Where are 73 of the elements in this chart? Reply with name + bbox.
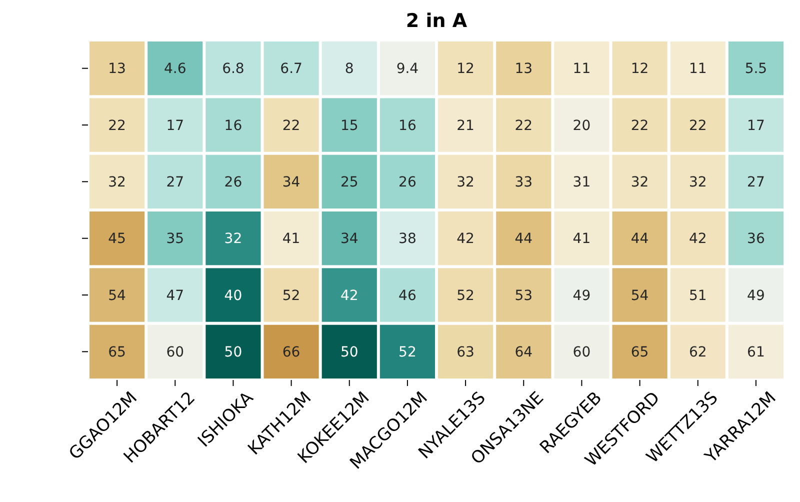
data-label: 4.6 bbox=[164, 61, 186, 78]
data-label: 63 bbox=[456, 344, 474, 361]
data-label: 6.8 bbox=[222, 61, 244, 78]
data-label: 36 bbox=[747, 231, 765, 248]
data-label: 32 bbox=[108, 174, 126, 191]
data-label: 11 bbox=[572, 61, 591, 78]
data-label: 15 bbox=[340, 118, 358, 134]
data-label: 22 bbox=[688, 118, 707, 134]
data-label: 26 bbox=[398, 174, 416, 191]
data-label: 42 bbox=[340, 288, 358, 304]
data-label: 54 bbox=[630, 288, 649, 304]
data-label: 38 bbox=[398, 231, 416, 248]
data-label: 42 bbox=[456, 231, 474, 248]
data-label: 34 bbox=[340, 231, 358, 248]
data-label: 9.4 bbox=[396, 61, 419, 78]
data-label: 32 bbox=[688, 174, 707, 191]
data-label: 52 bbox=[398, 344, 416, 361]
data-label: 44 bbox=[514, 231, 533, 248]
data-label: 17 bbox=[166, 118, 184, 134]
data-label: 52 bbox=[282, 288, 300, 304]
chart-title: 2 in A bbox=[406, 10, 468, 32]
data-label: 8 bbox=[344, 61, 354, 78]
data-label: 41 bbox=[282, 231, 300, 248]
data-label: 11 bbox=[688, 61, 707, 78]
data-label: 64 bbox=[514, 344, 533, 361]
data-label: 26 bbox=[224, 174, 242, 191]
data-label: 27 bbox=[747, 174, 765, 191]
data-label: 50 bbox=[224, 344, 242, 361]
data-label: 49 bbox=[572, 288, 591, 304]
data-label: 5.5 bbox=[744, 61, 768, 78]
data-label: 20 bbox=[572, 118, 591, 134]
data-label: 42 bbox=[688, 231, 707, 248]
data-label: 32 bbox=[224, 231, 242, 248]
data-label: 32 bbox=[456, 174, 474, 191]
data-label: 53 bbox=[514, 288, 533, 304]
data-label: 22 bbox=[282, 118, 300, 134]
data-label: 47 bbox=[166, 288, 184, 304]
data-label: 31 bbox=[572, 174, 591, 191]
data-label: 49 bbox=[747, 288, 765, 304]
data-label: 35 bbox=[166, 231, 184, 248]
data-label: 12 bbox=[630, 61, 649, 78]
data-label: 50 bbox=[340, 344, 358, 361]
data-label: 13 bbox=[108, 61, 126, 78]
data-label: 22 bbox=[630, 118, 649, 134]
data-label: 34 bbox=[282, 174, 300, 191]
data-label: 41 bbox=[572, 231, 591, 248]
data-label: 45 bbox=[108, 231, 126, 248]
data-label: 27 bbox=[166, 174, 184, 191]
data-label: 61 bbox=[747, 344, 765, 361]
data-label: 6.7 bbox=[280, 61, 302, 78]
data-label: 60 bbox=[166, 344, 184, 361]
data-label: 62 bbox=[688, 344, 707, 361]
data-label: 54 bbox=[108, 288, 126, 304]
data-label: 65 bbox=[630, 344, 649, 361]
data-label: 40 bbox=[224, 288, 242, 304]
data-label: 22 bbox=[108, 118, 126, 134]
data-label: 52 bbox=[456, 288, 474, 304]
data-label: 16 bbox=[398, 118, 416, 134]
data-label: 32 bbox=[630, 174, 649, 191]
data-label: 17 bbox=[747, 118, 765, 134]
data-label: 16 bbox=[224, 118, 242, 134]
data-label: 66 bbox=[282, 344, 300, 361]
data-label: 21 bbox=[456, 118, 474, 134]
data-label: 12 bbox=[456, 61, 474, 78]
data-label: 51 bbox=[688, 288, 707, 304]
data-label: 22 bbox=[514, 118, 533, 134]
data-label: 65 bbox=[108, 344, 126, 361]
data-label: 46 bbox=[398, 288, 416, 304]
data-label: 44 bbox=[630, 231, 649, 248]
data-label: 13 bbox=[514, 61, 533, 78]
data-label: 60 bbox=[572, 344, 591, 361]
data-label: 25 bbox=[340, 174, 358, 191]
data-label: 33 bbox=[514, 174, 533, 191]
